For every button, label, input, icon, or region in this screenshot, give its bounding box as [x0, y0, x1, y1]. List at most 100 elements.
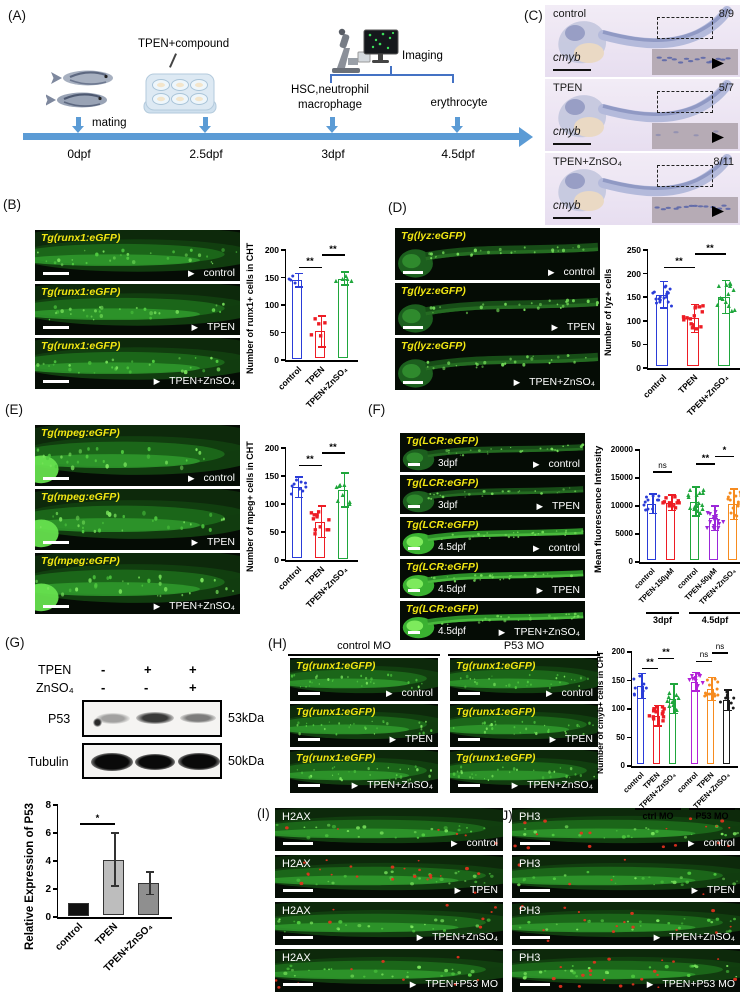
data-point: ▲ [342, 272, 350, 280]
condition-text: control [203, 267, 235, 279]
timepoint-arrow-icon [451, 117, 463, 133]
data-point: ● [712, 693, 717, 701]
data-point: ● [290, 272, 295, 280]
inset-image [652, 197, 738, 223]
data-point: ● [655, 496, 660, 504]
bar-TPEN+ZnSO₄ [718, 297, 730, 367]
data-point: ● [724, 689, 730, 697]
data-point: ▼ [712, 512, 720, 520]
fluorescence-image [35, 425, 240, 486]
bar-control [637, 686, 644, 765]
blot-tubulin-label: Tubulin [28, 755, 69, 769]
data-point: ■ [309, 331, 314, 339]
condition-label: ▶ control [546, 687, 593, 699]
micrograph-control: Tg(LCR:eGFP) 3dpf ▶ control [400, 433, 585, 472]
error-cap [711, 529, 719, 532]
tubulin-blot-box [82, 743, 222, 779]
data-point: ● [289, 490, 294, 498]
condition-text: control [203, 472, 235, 484]
error-bar [727, 690, 729, 711]
error-bar [149, 872, 151, 895]
data-point: ● [715, 686, 720, 694]
group-line [689, 612, 740, 614]
scale-bar [553, 216, 591, 219]
fluorescence-image [290, 750, 438, 793]
y-tick [643, 249, 648, 251]
scale-bar [283, 983, 313, 986]
error-cap [649, 512, 657, 515]
bar-TPEN-50μM [709, 518, 718, 561]
fluorescence-image [35, 230, 240, 281]
transgene-label: Tg(lyz:eGFP) [401, 230, 466, 242]
data-point: ▲ [668, 698, 676, 706]
data-point: ▲ [726, 281, 734, 289]
fluorescence-image [450, 658, 598, 701]
significance-line [658, 657, 674, 660]
micrograph-TPEN+ZnSO₄: Tg(runx1:eGFP) ▶ TPEN+ZnSO₄ [290, 750, 438, 793]
scale-bar [283, 889, 313, 892]
embryo-image-TPEN: TPEN 5/7 cmyb [545, 79, 740, 151]
data-point: ▲ [336, 482, 344, 490]
data-point: ▲ [669, 701, 677, 709]
y-tick [635, 477, 640, 479]
data-point: ■ [316, 320, 321, 328]
significance-line [663, 266, 695, 269]
error-cap [730, 518, 738, 521]
data-point: ■ [692, 313, 697, 321]
data-point: ● [725, 694, 730, 702]
arrowhead-icon: ▶ [532, 543, 540, 553]
arrowhead-icon: ▶ [687, 838, 695, 848]
bar-TPEN [653, 715, 660, 765]
data-point: ● [736, 501, 740, 509]
significance-label: ** [646, 657, 654, 669]
imaging-bracket-right-tick [452, 74, 454, 83]
data-point: ● [640, 684, 645, 692]
blot-tubulin-kda: 50kDa [228, 754, 265, 768]
y-tick-label: 20000 [610, 445, 633, 454]
data-point: ■ [700, 309, 705, 317]
data-point: ■ [693, 303, 699, 311]
scale-bar [43, 541, 69, 544]
y-tick-label: 100 [611, 704, 625, 713]
data-point: ▼ [692, 675, 700, 683]
data-point: ▲ [691, 504, 699, 512]
scale-bar [298, 692, 320, 695]
y-tick-label: 0 [620, 761, 625, 770]
data-point: ● [303, 483, 309, 491]
data-point: ▲ [695, 499, 703, 507]
data-point: ● [650, 290, 655, 298]
condition-label: ▶ TPEN+P53 MO [647, 978, 735, 990]
arrowhead-icon: ▶ [653, 932, 661, 942]
scale-bar [43, 272, 69, 275]
scale-bar [458, 784, 480, 787]
y-tick [281, 559, 286, 561]
data-point: ■ [667, 501, 673, 509]
data-point: ● [640, 688, 646, 696]
condition-text: TPEN+ZnSO₄ [367, 779, 433, 791]
data-point: ● [731, 694, 736, 702]
error-cap [294, 272, 303, 275]
micrograph-TPEN: Tg(runx1:eGFP) ▶ TPEN [450, 704, 598, 747]
data-point: ▼ [710, 514, 718, 521]
data-point: ■ [326, 526, 331, 534]
data-point: ● [734, 513, 739, 521]
significance-label: ** [306, 256, 314, 267]
transgene-label: Tg(runx1:eGFP) [41, 286, 121, 298]
bar-TPEN+ZnSO₄ [723, 700, 730, 765]
data-point: ● [286, 276, 292, 284]
data-point: ● [731, 705, 736, 713]
bar-TPEN+ZnSO₄ [728, 504, 737, 561]
data-point: ▲ [685, 494, 693, 502]
data-point: ● [732, 511, 737, 519]
error-bar [673, 683, 675, 714]
timepoint-label: 3dpf [438, 458, 458, 469]
data-point: ▲ [699, 486, 707, 494]
condition-label: ▶ TPEN+ZnSO₄ [514, 376, 595, 388]
error-cap [659, 280, 668, 283]
condition-label: ▶ TPEN [191, 321, 235, 333]
y-tick-label: 8 [45, 800, 51, 811]
scale-bar [283, 936, 313, 939]
significance-label: ns [658, 460, 667, 470]
data-point: ▲ [665, 689, 673, 697]
